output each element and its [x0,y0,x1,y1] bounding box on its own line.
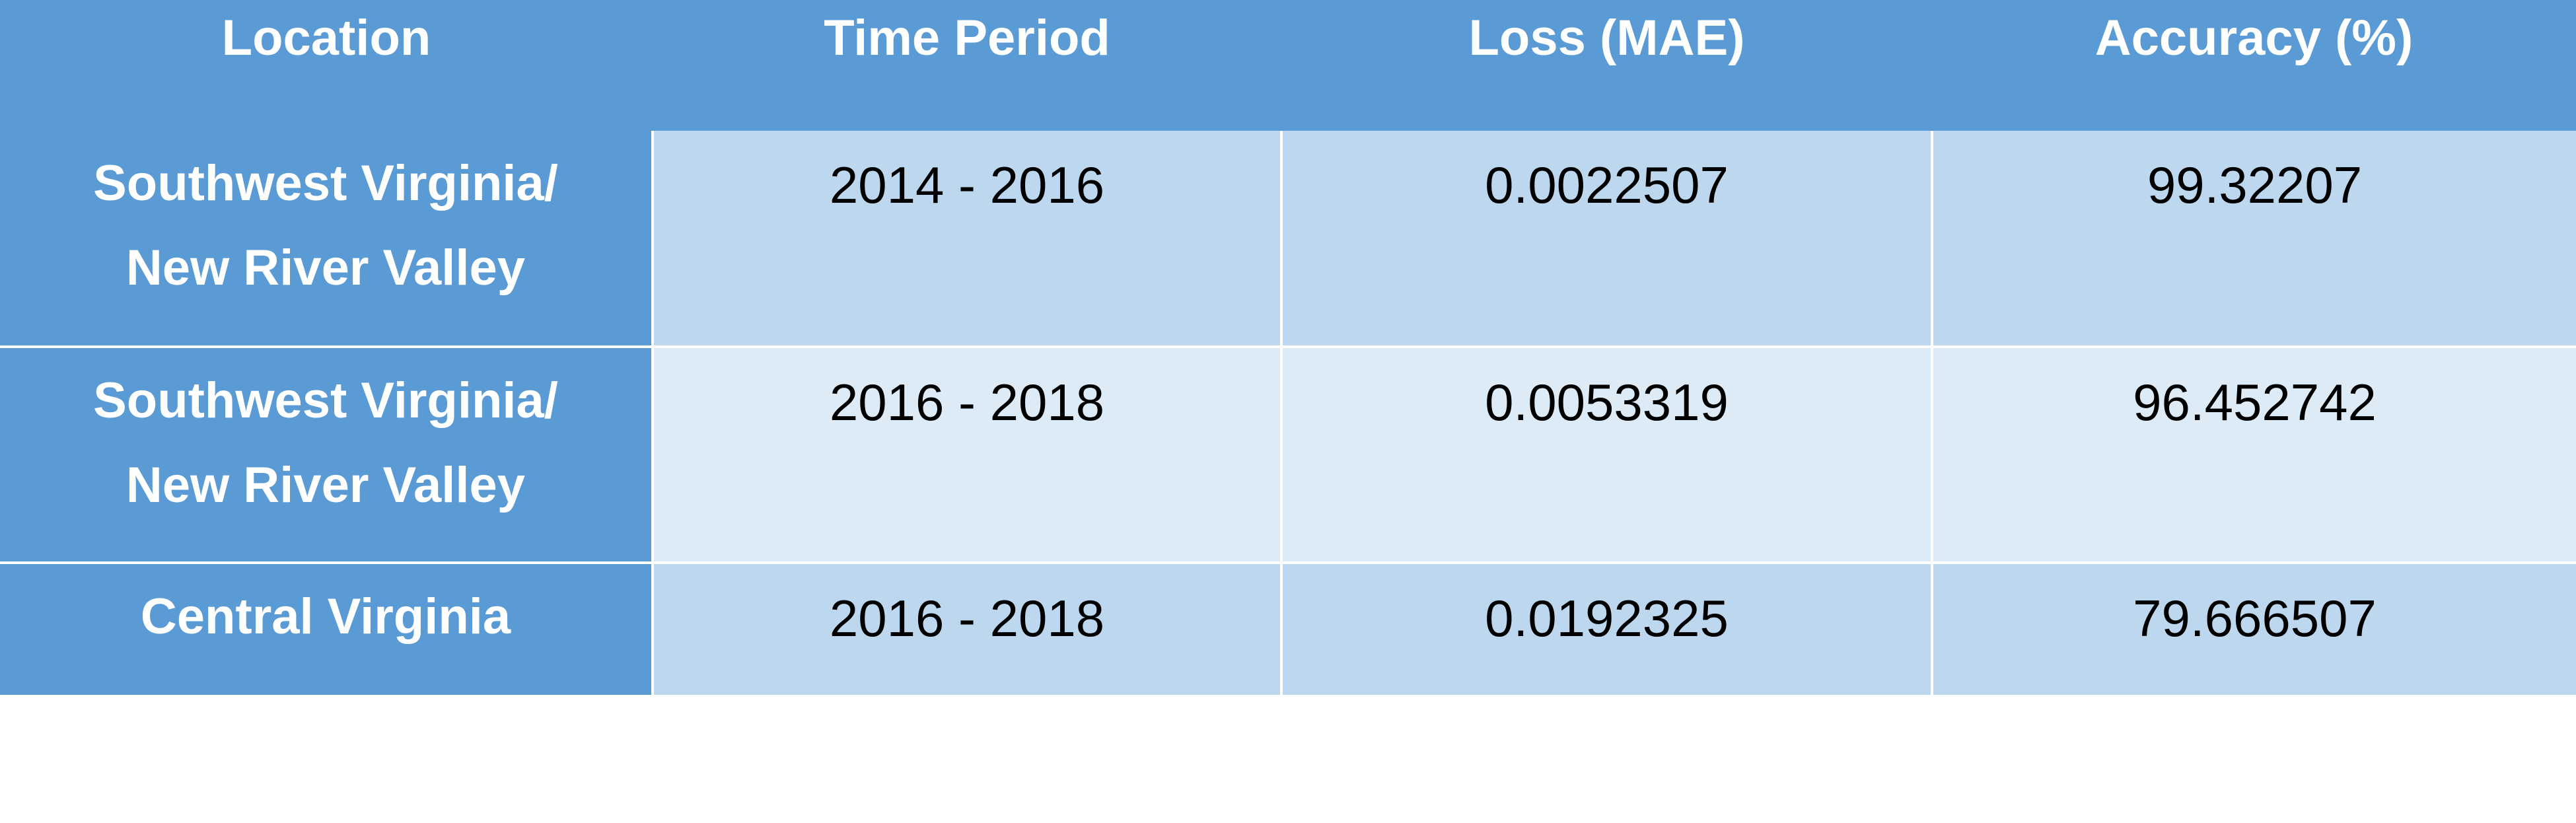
time-period-cell: 2016 - 2018 [651,561,1283,695]
table-row: Southwest Virginia/ New River Valley 201… [0,131,2576,348]
location-line: Southwest Virginia/ [93,373,558,429]
location-cell: Southwest Virginia/ New River Valley [0,345,654,564]
location-cell: Southwest Virginia/ New River Valley [0,131,654,348]
loss-cell: 0.0022507 [1280,131,1933,348]
location-cell: Central Virginia [0,561,654,695]
header-row: Location Time Period Loss (MAE) Accuracy… [0,0,2576,131]
header-time-period: Time Period [653,0,1281,131]
location-line: Southwest Virginia/ [93,155,558,211]
location-line: New River Valley [125,240,526,296]
location-line: Central Virginia [140,589,511,645]
location-line: New River Valley [125,457,526,513]
table-header: Location Time Period Loss (MAE) Accuracy… [0,0,2576,131]
table-row: Central Virginia 2016 - 2018 0.0192325 7… [0,561,2576,695]
loss-cell: 0.0053319 [1280,345,1933,564]
accuracy-cell: 96.452742 [1931,345,2576,564]
table-row: Southwest Virginia/ New River Valley 201… [0,345,2576,564]
header-location: Location [0,0,653,131]
table-body: Southwest Virginia/ New River Valley 201… [0,131,2576,695]
loss-cell: 0.0192325 [1280,561,1933,695]
accuracy-cell: 79.666507 [1931,561,2576,695]
time-period-cell: 2014 - 2016 [651,131,1283,348]
header-accuracy: Accuracy (%) [1932,0,2576,131]
results-table: Location Time Period Loss (MAE) Accuracy… [0,0,2576,695]
accuracy-cell: 99.32207 [1931,131,2576,348]
header-loss: Loss (MAE) [1281,0,1932,131]
time-period-cell: 2016 - 2018 [651,345,1283,564]
